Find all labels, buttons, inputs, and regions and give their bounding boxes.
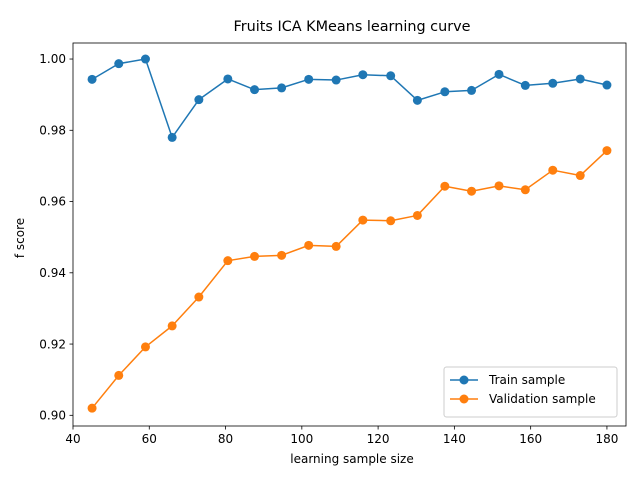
data-point bbox=[304, 240, 314, 250]
y-axis: 0.90 0.92 0.94 0.96 0.98 1.00 bbox=[39, 52, 73, 423]
data-point bbox=[602, 80, 612, 90]
data-point bbox=[304, 74, 314, 84]
data-point bbox=[358, 215, 368, 225]
legend-entry: Validation sample bbox=[489, 392, 596, 406]
chart-title: Fruits ICA KMeans learning curve bbox=[233, 19, 470, 35]
data-point bbox=[467, 85, 477, 95]
data-point bbox=[223, 256, 233, 266]
data-point bbox=[412, 210, 422, 220]
y-tick-label: 0.94 bbox=[39, 266, 66, 280]
data-point bbox=[386, 216, 396, 226]
x-tick-label: 160 bbox=[519, 432, 542, 446]
data-point bbox=[602, 146, 612, 156]
data-point bbox=[412, 95, 422, 105]
data-point bbox=[494, 69, 504, 79]
data-point bbox=[194, 292, 204, 302]
data-point bbox=[87, 74, 97, 84]
x-tick-label: 40 bbox=[65, 432, 80, 446]
data-point bbox=[440, 181, 450, 191]
x-tick-label: 100 bbox=[290, 432, 313, 446]
data-point bbox=[140, 342, 150, 352]
legend: Train sample Validation sample bbox=[443, 366, 618, 418]
data-point bbox=[467, 186, 477, 196]
data-point bbox=[114, 370, 124, 380]
data-point bbox=[223, 74, 233, 84]
plot-area bbox=[72, 42, 627, 427]
legend-marker bbox=[459, 394, 469, 404]
data-point bbox=[250, 85, 260, 95]
data-point bbox=[575, 171, 585, 181]
y-tick-label: 1.00 bbox=[39, 52, 66, 66]
data-point bbox=[167, 132, 177, 142]
y-tick-label: 0.96 bbox=[39, 195, 66, 209]
data-point bbox=[494, 181, 504, 191]
data-point bbox=[194, 95, 204, 105]
data-point bbox=[87, 403, 97, 413]
data-point bbox=[440, 87, 450, 97]
data-point bbox=[575, 74, 585, 84]
x-axis: 40 60 80 100 120 140 160 180 bbox=[65, 426, 618, 446]
y-tick-label: 0.90 bbox=[39, 409, 66, 423]
data-point bbox=[548, 165, 558, 175]
data-point bbox=[140, 54, 150, 64]
legend-marker bbox=[459, 375, 469, 385]
data-point bbox=[277, 83, 287, 93]
x-tick-label: 80 bbox=[218, 432, 233, 446]
x-tick-label: 180 bbox=[595, 432, 618, 446]
y-axis-label: f score bbox=[13, 218, 27, 258]
data-point bbox=[167, 321, 177, 331]
x-axis-label: learning sample size bbox=[290, 452, 413, 466]
data-point bbox=[386, 71, 396, 81]
legend-entry: Train sample bbox=[488, 373, 565, 387]
data-point bbox=[114, 59, 124, 69]
series-line-train-sample bbox=[91, 58, 608, 139]
x-tick-label: 140 bbox=[443, 432, 466, 446]
data-point bbox=[520, 80, 530, 90]
data-point bbox=[331, 75, 341, 85]
x-tick-label: 120 bbox=[367, 432, 390, 446]
series-layer bbox=[87, 54, 612, 413]
data-point bbox=[520, 185, 530, 195]
legend-box bbox=[443, 366, 618, 418]
y-tick-label: 0.92 bbox=[39, 337, 66, 351]
data-point bbox=[277, 250, 287, 260]
data-point bbox=[331, 241, 341, 251]
data-point bbox=[548, 78, 558, 88]
x-tick-label: 60 bbox=[142, 432, 157, 446]
series-train-sample bbox=[87, 54, 612, 142]
y-tick-label: 0.98 bbox=[39, 123, 66, 137]
data-point bbox=[358, 70, 368, 80]
series-validation-sample bbox=[87, 146, 612, 413]
data-point bbox=[250, 251, 260, 261]
plot-frame bbox=[72, 42, 627, 427]
